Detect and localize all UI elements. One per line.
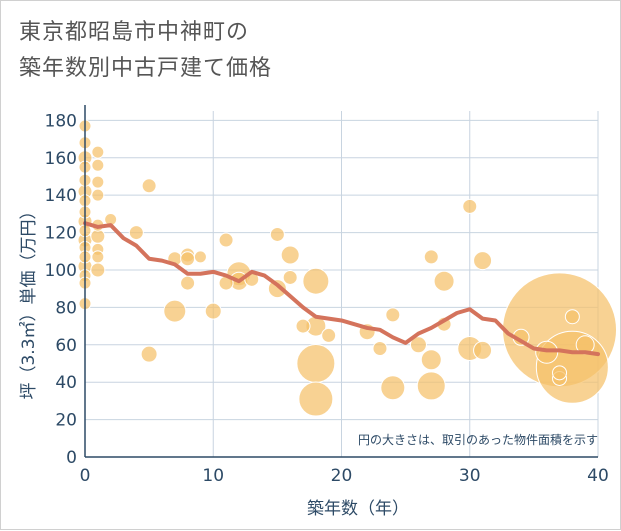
price-bubble xyxy=(180,275,196,291)
price-bubble xyxy=(180,251,196,267)
price-bubble xyxy=(218,232,234,248)
y-tick-label: 60 xyxy=(55,336,77,356)
price-bubble xyxy=(269,226,285,242)
price-bubble xyxy=(462,198,478,214)
price-bubble xyxy=(564,309,580,325)
price-bubble xyxy=(433,270,455,292)
y-tick-label: 80 xyxy=(55,298,77,318)
price-bubble xyxy=(163,299,187,323)
y-tick-label: 140 xyxy=(45,186,77,206)
price-bubble xyxy=(280,245,300,265)
price-bubble xyxy=(193,250,207,264)
x-tick-label: 30 xyxy=(459,466,481,486)
y-tick-label: 180 xyxy=(45,111,77,131)
price-bubble xyxy=(91,145,105,159)
x-tick-label: 40 xyxy=(587,466,609,486)
price-bubble xyxy=(90,262,106,278)
price-bubble xyxy=(321,327,337,343)
chart-title-line-1: 東京都昭島市中神町の xyxy=(19,20,250,45)
chart-title: 東京都昭島市中神町の 築年数別中古戸建て価格 xyxy=(19,15,272,87)
price-bubble xyxy=(91,188,105,202)
y-axis-title: 坪（3.3㎡）単価（万円） xyxy=(19,202,39,399)
y-tick-label: 160 xyxy=(45,149,77,169)
x-axis-title: 築年数（年） xyxy=(307,499,409,519)
price-bubble xyxy=(372,341,388,357)
bubble-layer xyxy=(77,119,618,417)
price-bubble xyxy=(204,302,222,320)
price-bubble xyxy=(380,375,406,401)
x-tick-label: 10 xyxy=(202,466,224,486)
y-tick-label: 40 xyxy=(55,373,77,393)
price-bubble xyxy=(140,345,158,363)
price-bubble xyxy=(416,371,446,401)
y-tick-label: 120 xyxy=(45,224,77,244)
price-bubble xyxy=(302,267,330,295)
x-tick-label: 0 xyxy=(80,466,91,486)
price-bubble xyxy=(473,251,493,271)
y-tick-label: 20 xyxy=(55,411,77,431)
price-bubble xyxy=(128,225,144,241)
x-tick-label: 20 xyxy=(331,466,353,486)
price-bubble xyxy=(473,340,493,360)
y-tick-label: 100 xyxy=(45,261,77,281)
price-bubble xyxy=(420,349,442,371)
price-bubble xyxy=(385,307,401,323)
chart-title-line-2: 築年数別中古戸建て価格 xyxy=(19,56,273,81)
price-bubble xyxy=(409,336,427,354)
axis-layer: 0 20 40 60 80 100 120 140 160 180 0 10 20 30 40 xyxy=(45,105,609,486)
price-bubble xyxy=(296,343,336,383)
trend-layer xyxy=(83,221,600,357)
price-bubble xyxy=(552,365,568,381)
price-bubble xyxy=(141,178,157,194)
price-bubble xyxy=(91,175,105,189)
price-bubble xyxy=(267,279,287,299)
average-price-trend-line xyxy=(83,221,600,357)
grid-layer xyxy=(85,111,599,457)
price-bubble xyxy=(91,250,105,264)
bubble-size-note: 円の大きさは、取引のあった物件面積を示す xyxy=(358,432,598,447)
price-bubble xyxy=(282,269,298,285)
price-bubble xyxy=(423,249,439,265)
y-tick-label: 0 xyxy=(66,448,77,468)
price-bubble xyxy=(91,158,105,172)
price-bubble xyxy=(298,381,334,417)
price-bubble xyxy=(295,318,311,334)
